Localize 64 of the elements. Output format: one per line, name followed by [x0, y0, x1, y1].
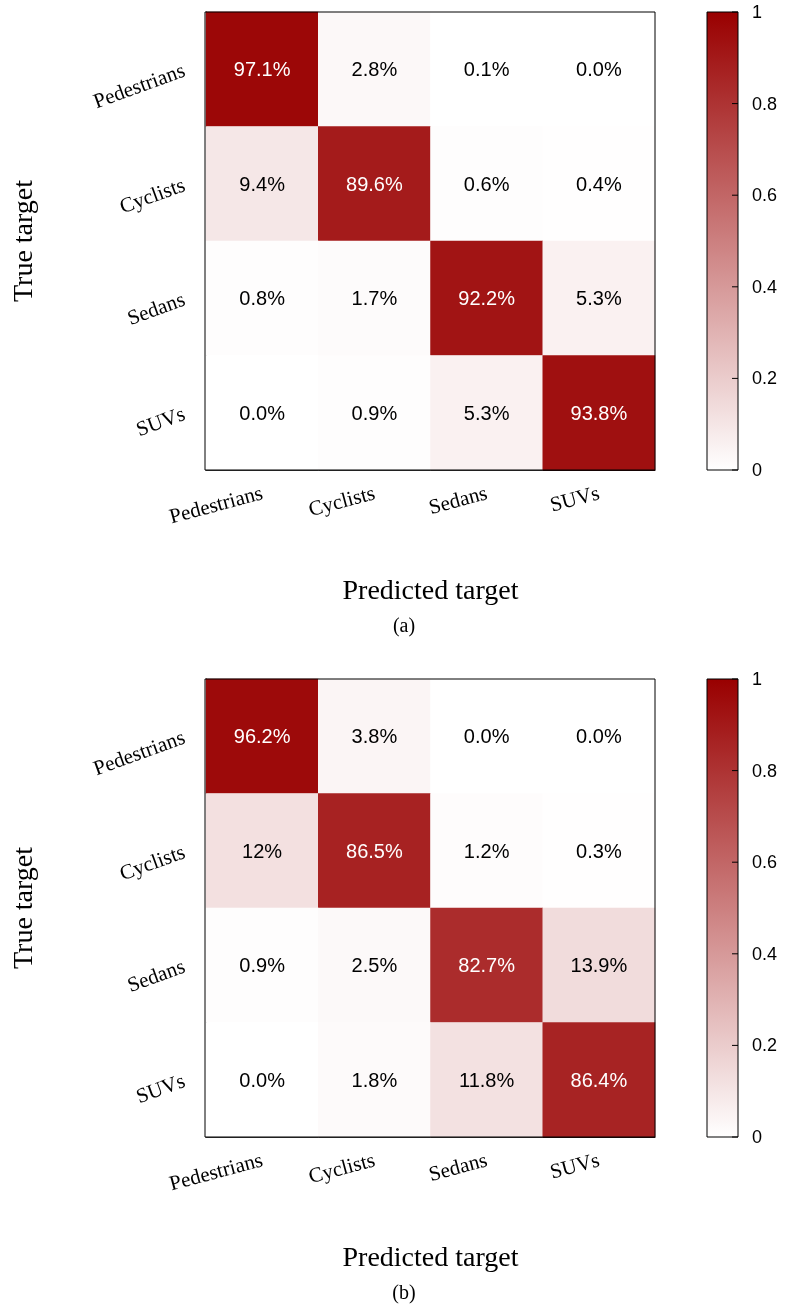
data-label: 0.0% [576, 725, 622, 748]
data-label: 5.3% [463, 401, 510, 424]
y-axis-title: True target [6, 179, 38, 303]
data-label: 0.3% [576, 839, 622, 862]
data-label: 12% [242, 839, 283, 862]
data-label: 0.1% [463, 58, 510, 81]
data-label: 5.3% [576, 287, 622, 310]
text: (b) [392, 1281, 416, 1304]
data-label: 82.7% [458, 954, 516, 977]
x-tick-label: Cyclists [305, 1147, 378, 1189]
x-tick-label: Sedans [426, 480, 490, 519]
data-label: 0.0% [239, 401, 286, 424]
text: (a) [392, 614, 416, 637]
color-bar-label: 0.8 [752, 760, 778, 781]
color-bar-label: 0.8 [752, 93, 778, 114]
x-tick-label: Pedestrians [166, 480, 266, 529]
data-label: 3.8% [351, 725, 398, 748]
data-label: 0.0% [463, 725, 510, 748]
data-label: 0.0% [239, 1068, 286, 1091]
y-tick-label: Sedans [123, 286, 189, 330]
data-label: 0.6% [463, 172, 510, 195]
x-tick-label: Sedans [426, 1147, 490, 1186]
data-label: 86.4% [570, 1068, 628, 1091]
data-label: 11.8% [459, 1068, 515, 1091]
y-tick-label: Cyclists [116, 172, 189, 219]
data-label: 96.2% [233, 725, 291, 748]
x-tick-label: SUVs [547, 480, 602, 517]
color-bar-label: 0.6 [752, 852, 778, 873]
data-label: 89.6% [346, 172, 403, 195]
y-tick-label: SUVs [132, 401, 189, 442]
color-bar-label: 1 [752, 2, 763, 22]
color-bar-label: 0 [752, 460, 763, 480]
data-label: 92.2% [458, 287, 516, 310]
color-bar-label: 0.4 [752, 276, 778, 297]
y-axis-title: True target [6, 846, 38, 970]
x-tick-label: SUVs [547, 1147, 602, 1184]
data-label: 0.0% [576, 58, 622, 81]
data-label: 1.7% [351, 287, 398, 310]
x-axis-title: Predicted target [342, 1240, 519, 1272]
data-label: 13.9% [570, 954, 628, 977]
x-axis-title: Predicted target [342, 573, 519, 605]
color-bar-label: 0.2 [752, 368, 778, 389]
y-tick-label: SUVs [132, 1068, 189, 1109]
color-bar-label: 0.2 [752, 1035, 778, 1056]
data-label: 93.8% [570, 401, 628, 424]
y-tick-label: Sedans [123, 953, 189, 997]
data-label: 0.8% [239, 287, 286, 310]
data-label: 86.5% [346, 839, 403, 862]
color-bar-label: 0.4 [752, 943, 778, 964]
data-label: 9.4% [239, 172, 286, 195]
x-tick-label: Pedestrians [166, 1147, 266, 1196]
color-bar-label: 0.6 [752, 185, 778, 206]
data-label: 0.9% [351, 401, 398, 424]
color-bar-label: 1 [752, 669, 763, 689]
data-label: 2.5% [351, 954, 398, 977]
data-label: 0.4% [576, 172, 622, 195]
data-label: 0.9% [239, 954, 286, 977]
data-label: 97.1% [233, 58, 291, 81]
y-tick-label: Cyclists [116, 839, 189, 886]
data-label: 2.8% [351, 58, 398, 81]
color-bar-label: 0 [752, 1127, 763, 1147]
data-label: 1.2% [463, 839, 510, 862]
data-label: 1.8% [351, 1068, 398, 1091]
x-tick-label: Cyclists [305, 480, 378, 522]
